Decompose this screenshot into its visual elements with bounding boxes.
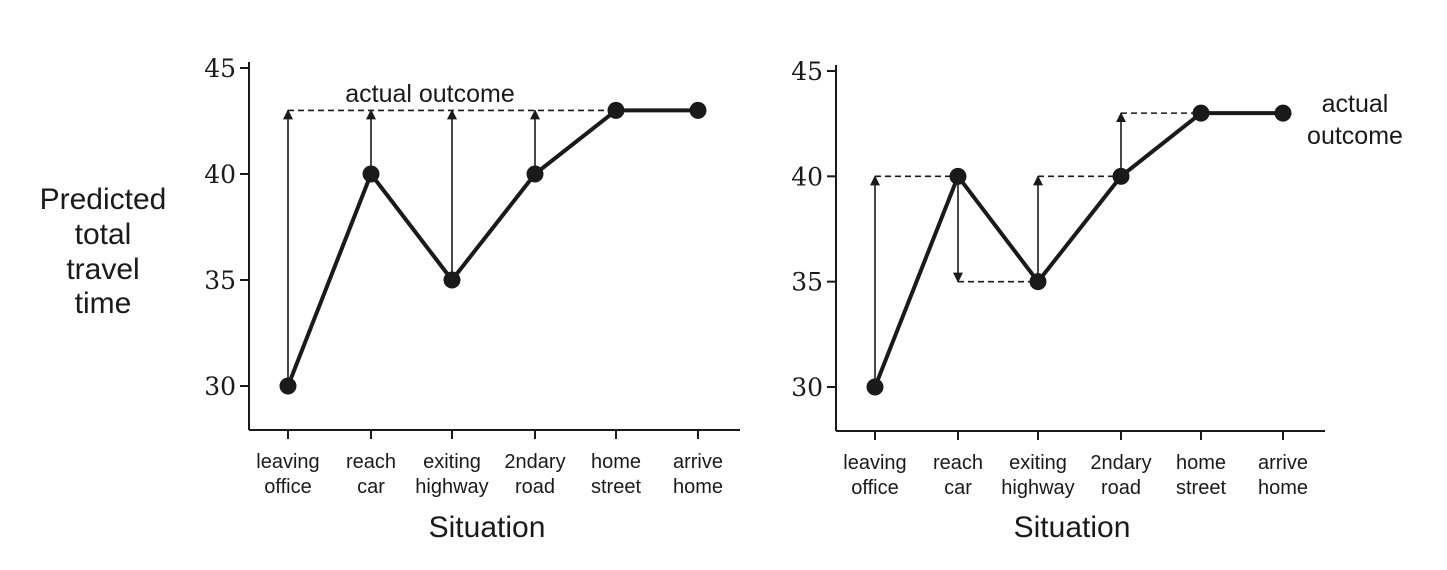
- x-tick-label-line: highway: [415, 476, 488, 498]
- actual-outcome-label: actual outcome: [1307, 90, 1403, 150]
- y-tick-label: 35: [204, 266, 236, 295]
- y-tick-label: 45: [791, 57, 823, 86]
- x-tick-label-line: home: [1258, 477, 1308, 499]
- x-tick-label-line: home: [591, 451, 641, 473]
- right-chart: 30 35 40 45 leaving office reach car exiting high…: [791, 57, 1403, 544]
- data-point: [526, 165, 544, 183]
- data-point: [362, 165, 380, 183]
- data-point: [607, 101, 625, 119]
- x-tick-label-line: arrive: [1258, 452, 1308, 474]
- x-tick-label: reach car: [933, 452, 983, 499]
- x-tick-label-line: home: [673, 476, 723, 498]
- x-tick-label: exiting highway: [1001, 452, 1074, 499]
- x-tick-label-line: exiting: [423, 451, 481, 473]
- x-tick-label: arrive home: [1258, 452, 1308, 499]
- y-tick-label: 40: [791, 162, 823, 191]
- x-tick-label-line: office: [264, 476, 311, 498]
- y-tick-label: 45: [204, 54, 236, 83]
- data-point: [279, 377, 297, 395]
- x-tick-label-line: exiting: [1009, 452, 1067, 474]
- data-point: [949, 167, 967, 185]
- x-tick-label: reach car: [346, 451, 396, 498]
- actual-outcome-label-line: outcome: [1307, 122, 1403, 150]
- x-tick-label: home street: [591, 451, 641, 498]
- x-tick-label: 2ndary road: [1090, 452, 1151, 499]
- series-line: [286, 108, 698, 387]
- x-tick-label-line: home: [1176, 452, 1226, 474]
- y-axis-title-line: time: [75, 287, 132, 320]
- x-tick-label-line: reach: [933, 452, 983, 474]
- x-axis-title: Situation: [429, 511, 546, 544]
- x-tick-label: leaving office: [256, 451, 319, 498]
- y-axis-title-line: Predicted: [40, 183, 167, 216]
- data-point: [1192, 104, 1210, 122]
- x-tick-label-line: car: [357, 476, 385, 498]
- data-point: [689, 101, 707, 119]
- x-tick-label-line: road: [515, 476, 555, 498]
- actual-outcome-label-line: actual: [1322, 90, 1389, 118]
- x-tick-label-line: road: [1101, 477, 1141, 499]
- x-tick-label-line: 2ndary: [504, 451, 565, 473]
- x-tick-label-line: car: [944, 477, 972, 499]
- x-tick-label: 2ndary road: [504, 451, 565, 498]
- data-point: [443, 271, 461, 289]
- y-axis-title-line: total: [75, 218, 132, 251]
- y-tick-label: 40: [204, 160, 236, 189]
- y-tick-label: 30: [204, 372, 236, 401]
- x-tick-label-line: arrive: [673, 451, 723, 473]
- x-tick-label-line: highway: [1001, 477, 1074, 499]
- y-axis-title-line: travel: [66, 253, 139, 286]
- y-tick-label: 30: [791, 373, 823, 402]
- x-tick-label: arrive home: [673, 451, 723, 498]
- y-axis-title: Predicted total travel time: [40, 183, 167, 320]
- x-tick-label-line: 2ndary: [1090, 452, 1151, 474]
- actual-outcome-label-line: actual outcome: [345, 80, 515, 108]
- x-tick-label-line: leaving: [256, 451, 319, 473]
- data-point: [1029, 273, 1047, 291]
- y-tick-label: 35: [791, 268, 823, 297]
- series-line: [873, 111, 1283, 388]
- x-tick-label: exiting highway: [415, 451, 488, 498]
- left-chart: 30 35 40 45 leaving office reach car exiting high…: [40, 54, 740, 544]
- x-axis-title: Situation: [1014, 511, 1131, 544]
- x-tick-label-line: street: [591, 476, 641, 498]
- x-tick-label-line: leaving: [843, 452, 906, 474]
- data-point: [866, 378, 884, 396]
- x-tick-label-line: office: [851, 477, 898, 499]
- x-tick-label: home street: [1176, 452, 1226, 499]
- actual-outcome-label: actual outcome: [345, 80, 515, 108]
- data-point: [1274, 104, 1292, 122]
- x-tick-label: leaving office: [843, 452, 906, 499]
- x-tick-label-line: street: [1176, 477, 1226, 499]
- data-point: [1112, 167, 1130, 185]
- x-tick-label-line: reach: [346, 451, 396, 473]
